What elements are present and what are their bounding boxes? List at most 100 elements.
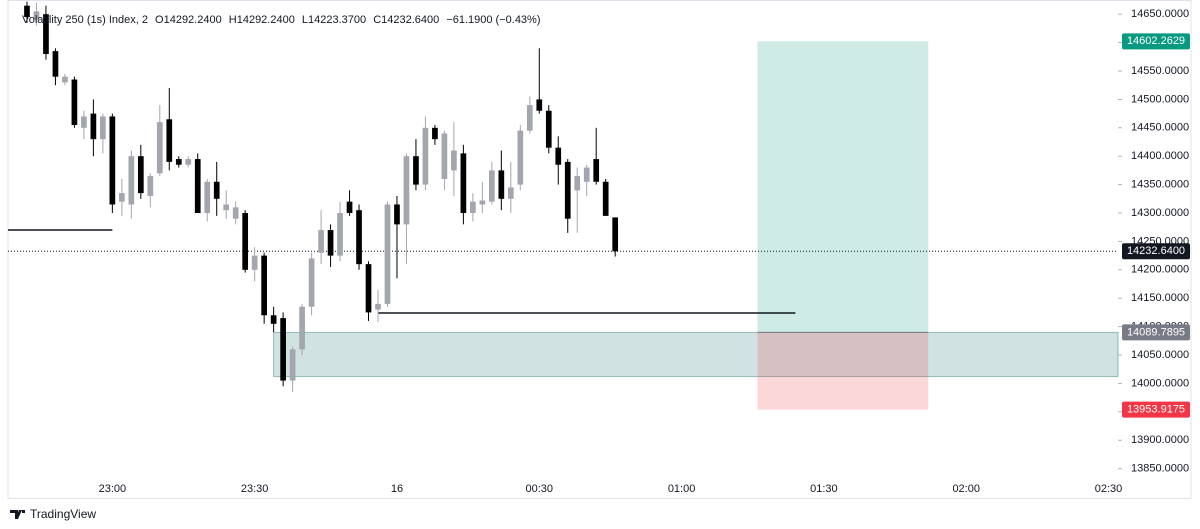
candle-body [507, 187, 514, 199]
candle-body [223, 204, 230, 211]
legend-header: Volatility 250 (1s) Index, 2 O14292.2400… [22, 14, 541, 26]
candle-body [308, 258, 315, 307]
candle-body [119, 193, 125, 202]
candle-body [517, 130, 524, 185]
position-stop-area [757, 332, 929, 410]
candle-body [356, 210, 362, 265]
x-tick-label: 00:30 [526, 483, 554, 495]
zone [273, 331, 1119, 378]
stop-price-box [1122, 401, 1190, 418]
y-tick-label: 13900.0000 [1131, 434, 1189, 446]
candle-body [62, 76, 68, 83]
candle-body [545, 110, 552, 148]
candle-body [81, 116, 87, 128]
candle-body [593, 159, 600, 182]
candle-body [213, 181, 220, 199]
y-tick-label: 14050.0000 [1131, 349, 1189, 361]
last-price-label: 14232.6400 [1127, 245, 1185, 257]
candle-body [270, 315, 277, 324]
chart-frame [7, 0, 1192, 499]
entry-price-label: 14089.7895 [1127, 326, 1185, 338]
candle-body [460, 153, 467, 214]
logo: TradingView [10, 507, 96, 521]
candle-body [432, 127, 438, 140]
logo-icon [10, 510, 25, 519]
candle-body [137, 156, 144, 194]
candle-body [251, 255, 258, 270]
candle-body [194, 159, 201, 214]
y-tick-label: 14350.0000 [1131, 179, 1189, 191]
candle-body [602, 181, 609, 216]
stop-price-label: 13953.9175 [1127, 403, 1185, 415]
position-target-area [757, 41, 929, 333]
candle-body [498, 170, 505, 199]
candle-body [156, 122, 163, 174]
candle-body [451, 150, 457, 171]
legend-close: C14232.6400 [373, 14, 439, 26]
brand-name: TradingView [30, 507, 96, 521]
candle-body [375, 303, 381, 310]
plot-layer: 13850.000013900.000013950.000014000.0000… [8, 1, 1189, 495]
y-tick-label: 14550.0000 [1131, 65, 1189, 77]
candle-body [612, 217, 619, 252]
y-tick-label: 13850.0000 [1131, 463, 1189, 475]
candle-body [318, 230, 324, 253]
candle-body [574, 176, 581, 191]
candle-body [346, 201, 353, 214]
candle-body [185, 159, 192, 165]
x-tick-label: 23:00 [99, 483, 127, 495]
candle-body [71, 79, 78, 125]
legend-change: −61.1900 (−0.43%) [446, 14, 540, 26]
x-tick-label: 01:00 [668, 483, 696, 495]
candle-body [33, 11, 40, 20]
x-tick-label: 02:30 [1095, 483, 1123, 495]
candle-body [52, 51, 59, 77]
x-tick-label: 02:00 [952, 483, 980, 495]
candle-body [204, 181, 211, 214]
candle-body [479, 200, 486, 205]
candle-body [384, 204, 391, 304]
candle-body [564, 161, 571, 219]
target-price-label: 14602.2629 [1127, 35, 1185, 47]
legend-low: L14223.3700 [302, 14, 366, 26]
candle-body [299, 306, 305, 350]
candle-body [90, 113, 97, 140]
candle-body [261, 255, 267, 316]
target-price-box [1122, 33, 1190, 50]
candle-body [583, 167, 590, 182]
candle-body [536, 99, 543, 111]
candle-body [526, 105, 533, 131]
candle-body [394, 204, 400, 225]
candle-body [422, 127, 429, 185]
candle-body [242, 213, 249, 270]
candle-body [441, 133, 448, 179]
candle-body [289, 349, 296, 381]
candle-body [232, 207, 239, 219]
candle-body [403, 156, 410, 225]
candle-body [109, 116, 116, 205]
y-tick-label: 14200.0000 [1131, 264, 1189, 276]
y-tick-label: 14450.0000 [1131, 122, 1189, 134]
candle-body [327, 230, 334, 256]
last-price-box [1122, 243, 1190, 260]
candle-body [555, 147, 562, 165]
candle-body [365, 264, 372, 313]
candle-body [24, 5, 30, 18]
x-tick-label: 01:30 [810, 483, 838, 495]
candle-body [166, 119, 173, 162]
x-tick-label: 16 [391, 483, 403, 495]
candle-body [147, 176, 154, 196]
y-tick-label: 14500.0000 [1131, 93, 1189, 105]
symbol: Volatility 250 (1s) Index, 2 [22, 14, 148, 26]
candle-body [413, 156, 419, 185]
y-tick-label: 14150.0000 [1131, 292, 1189, 304]
candle-body [280, 318, 286, 381]
y-tick-label: 14300.0000 [1131, 207, 1189, 219]
legend-open: O14292.2400 [155, 14, 222, 26]
candle-body [175, 159, 182, 165]
candle-body [489, 170, 495, 202]
y-tick-label: 14400.0000 [1131, 150, 1189, 162]
